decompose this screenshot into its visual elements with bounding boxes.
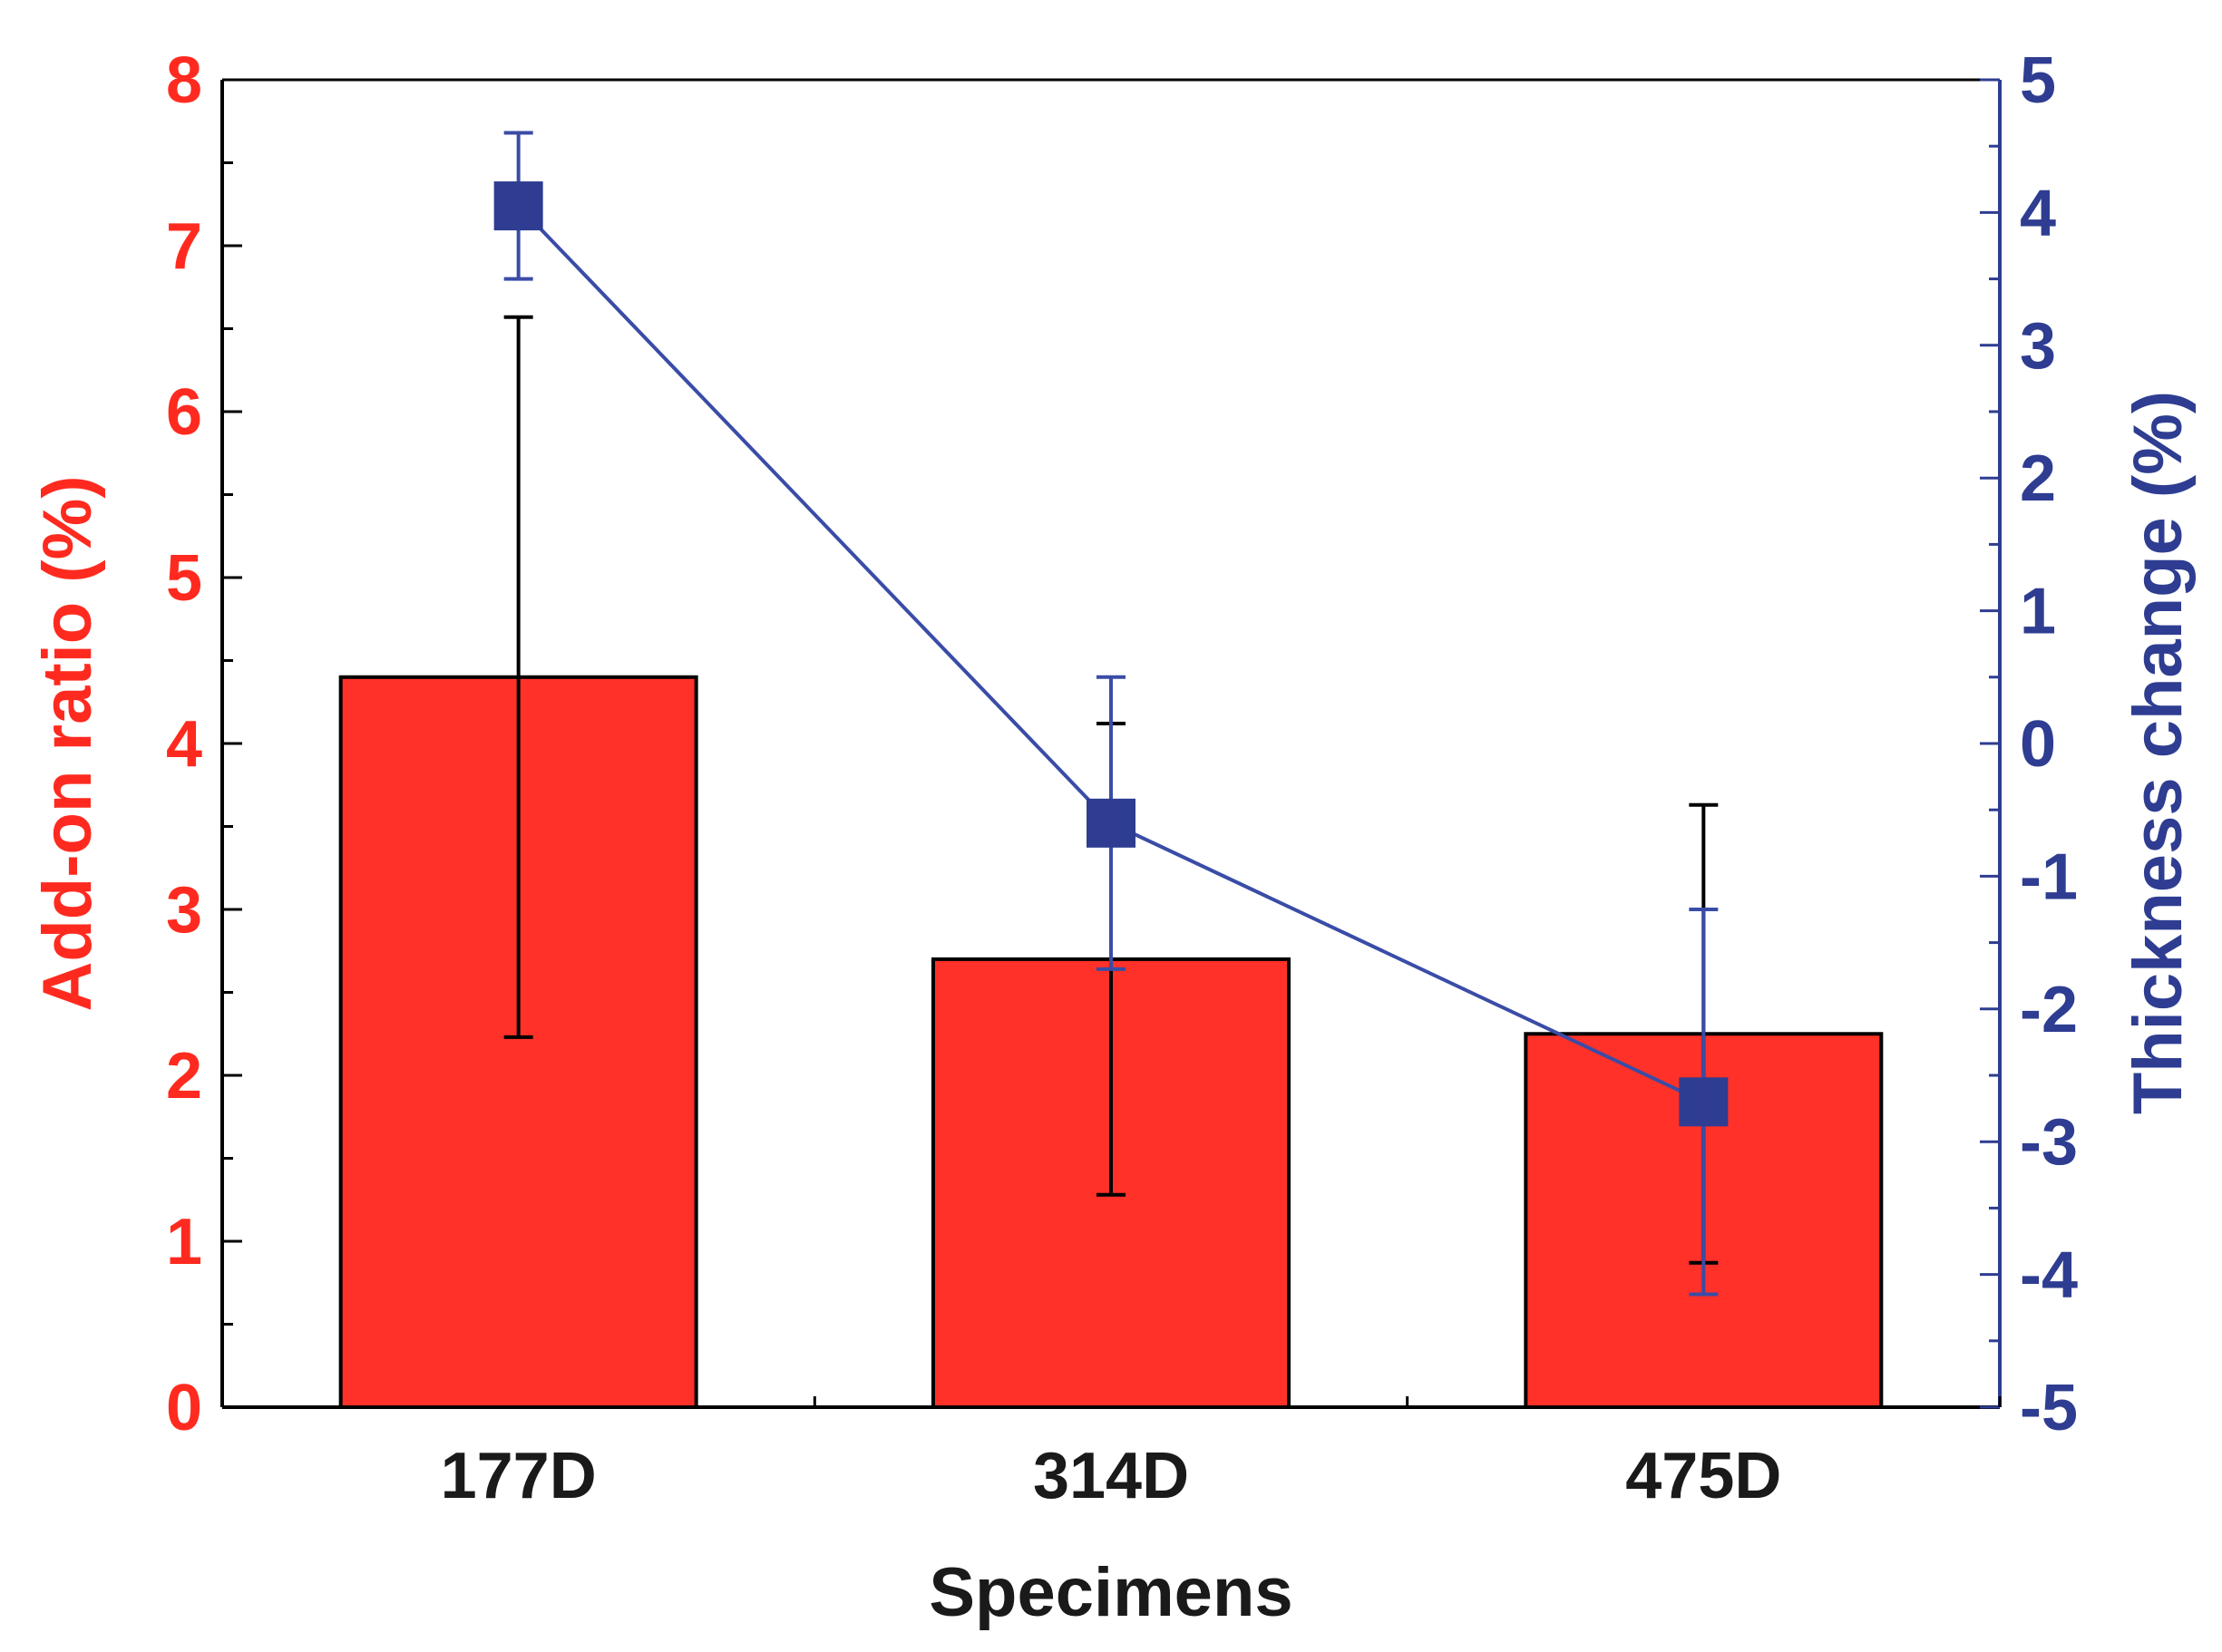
right-tick-label: -5 bbox=[2020, 1372, 2078, 1444]
left-tick-label: 7 bbox=[166, 210, 202, 283]
right-tick-label: 4 bbox=[2020, 177, 2056, 249]
left-tick-label: 3 bbox=[166, 874, 202, 947]
left-tick-label: 4 bbox=[166, 708, 202, 781]
thickness-marker-177D bbox=[493, 181, 543, 231]
right-tick-label: -2 bbox=[2020, 974, 2078, 1046]
x-tick-label: 314D bbox=[1033, 1440, 1189, 1512]
right-tick-label: -4 bbox=[2020, 1239, 2078, 1312]
left-tick-label: 8 bbox=[166, 44, 202, 117]
left-tick-label: 1 bbox=[166, 1206, 202, 1278]
right-tick-label: -3 bbox=[2020, 1106, 2078, 1179]
x-tick-label: 177D bbox=[441, 1440, 597, 1512]
right-tick-label: 0 bbox=[2020, 708, 2056, 781]
left-axis-title: Add-on ratio (%) bbox=[29, 475, 106, 1011]
thickness-marker-475D bbox=[1679, 1077, 1729, 1127]
right-axis-title: Thickness change (%) bbox=[2120, 391, 2197, 1114]
right-tick-label: 5 bbox=[2020, 44, 2056, 117]
right-tick-label: 3 bbox=[2020, 310, 2056, 383]
right-tick-label: -1 bbox=[2020, 841, 2078, 913]
right-tick-label: 1 bbox=[2020, 576, 2056, 648]
left-tick-label: 2 bbox=[166, 1040, 202, 1113]
left-tick-label: 5 bbox=[166, 542, 202, 615]
thickness-marker-314D bbox=[1087, 798, 1135, 848]
plot-area: 0 1 2 3 4 5 6 7 8 -5 -4 -3 -2 -1 0 1 2 3 4 5 177D 314D 475D Spe… bbox=[29, 44, 2197, 1631]
left-tick-label: 0 bbox=[166, 1372, 202, 1444]
right-tick-label: 2 bbox=[2020, 442, 2056, 515]
left-tick-label: 6 bbox=[166, 376, 202, 449]
x-axis-title: Specimens bbox=[929, 1554, 1292, 1631]
x-tick-label: 475D bbox=[1625, 1440, 1781, 1512]
